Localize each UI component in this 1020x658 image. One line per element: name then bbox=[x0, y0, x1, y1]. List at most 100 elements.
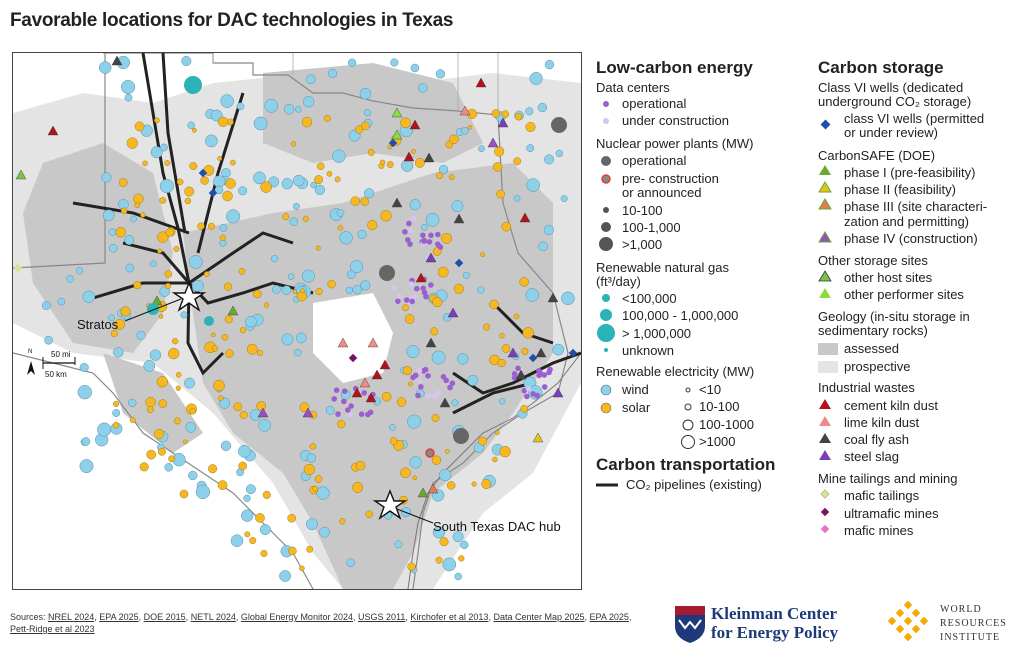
mafic-tail-swatch bbox=[820, 489, 830, 499]
cs3-swatch bbox=[818, 198, 832, 210]
wind-site bbox=[188, 470, 198, 481]
data-center bbox=[421, 238, 427, 244]
source-link[interactable]: Kirchofer et al 2013 bbox=[410, 612, 489, 622]
wind-site bbox=[295, 332, 307, 344]
wind-site bbox=[363, 109, 372, 117]
wind-site bbox=[301, 269, 315, 283]
wind-site bbox=[339, 231, 353, 245]
rng-c-swatch bbox=[597, 324, 615, 342]
flyash-swatch bbox=[819, 433, 831, 443]
source-link[interactable]: NETL 2024 bbox=[190, 612, 236, 622]
source-link[interactable]: EPA 2025 bbox=[99, 612, 139, 622]
solar-site bbox=[175, 371, 182, 378]
wind-site bbox=[555, 149, 564, 158]
wind-site bbox=[306, 453, 317, 463]
solar-site bbox=[253, 289, 262, 299]
source-link[interactable]: Data Center Map 2025 bbox=[493, 612, 585, 622]
solar-site bbox=[212, 345, 219, 352]
solar-site bbox=[467, 125, 473, 130]
solar-site bbox=[441, 232, 452, 244]
source-link[interactable]: Global Energy Monitor 2024 bbox=[240, 612, 353, 622]
wind-site bbox=[181, 55, 192, 67]
wind-site bbox=[431, 350, 446, 365]
wind-site bbox=[526, 144, 535, 153]
solar-site bbox=[189, 162, 198, 170]
legend-mine3: mafic mines bbox=[844, 523, 914, 538]
nuclear-plant bbox=[453, 428, 469, 444]
source-link[interactable]: EPA 2025 bbox=[589, 612, 629, 622]
solar-site bbox=[314, 175, 323, 185]
source-link[interactable]: DOE 2015 bbox=[143, 612, 186, 622]
data-center bbox=[416, 378, 423, 384]
solar-site bbox=[112, 400, 119, 407]
wind-site bbox=[543, 224, 554, 236]
wind-site bbox=[97, 422, 112, 437]
map-marker-triangle bbox=[391, 129, 403, 140]
wind-site bbox=[314, 184, 326, 196]
solar-site bbox=[157, 231, 169, 243]
os1-swatch bbox=[818, 270, 832, 282]
map-marker-triangle bbox=[423, 152, 435, 163]
legend-dc-operational: operational bbox=[622, 96, 687, 111]
wind-site bbox=[394, 540, 403, 549]
wind-site bbox=[159, 179, 174, 194]
solar-site bbox=[432, 297, 443, 308]
legend-re-s3: 100-1000 bbox=[699, 417, 754, 432]
solar-site bbox=[140, 212, 146, 218]
data-center bbox=[435, 390, 441, 396]
solar-site bbox=[303, 463, 315, 476]
wind-site bbox=[113, 347, 124, 358]
solar-site bbox=[164, 270, 173, 278]
data-center bbox=[530, 391, 536, 397]
wind-site bbox=[498, 398, 506, 405]
re-s2-swatch bbox=[684, 403, 692, 411]
solar-site bbox=[411, 148, 416, 154]
source-link[interactable]: NREL 2024 bbox=[48, 612, 95, 622]
wind-site bbox=[41, 301, 51, 310]
lime-swatch bbox=[819, 416, 831, 426]
legend-re-wind: wind bbox=[622, 382, 649, 397]
map-marker-diamond bbox=[388, 138, 398, 148]
source-link[interactable]: USGS 2011 bbox=[358, 612, 406, 622]
legend-symbols-1 bbox=[596, 101, 695, 487]
scale-mi: 50 mi bbox=[51, 350, 71, 359]
rng-medium bbox=[204, 316, 214, 326]
wind-site bbox=[409, 199, 421, 211]
map-marker-triangle bbox=[371, 369, 383, 380]
legend-geo-assessed: assessed bbox=[844, 341, 899, 356]
data-center bbox=[408, 281, 415, 287]
co2-pipeline bbox=[161, 53, 187, 234]
wind-site bbox=[205, 134, 218, 148]
data-center bbox=[333, 387, 340, 394]
wind-site bbox=[438, 164, 449, 175]
solar-site bbox=[360, 197, 369, 206]
wind-site bbox=[295, 106, 302, 113]
wind-site bbox=[187, 121, 195, 130]
solar-site bbox=[439, 537, 449, 547]
solar-site bbox=[360, 121, 370, 131]
map-marker-triangle bbox=[415, 272, 427, 283]
solar-site bbox=[146, 406, 154, 413]
wind-site bbox=[525, 288, 540, 302]
solar-site bbox=[327, 280, 336, 289]
solar-site bbox=[404, 314, 415, 324]
wind-site bbox=[345, 286, 353, 295]
wind-swatch bbox=[600, 384, 612, 396]
co2-pipeline bbox=[122, 241, 191, 284]
solar-site bbox=[355, 460, 366, 471]
wind-site bbox=[432, 526, 446, 539]
solar-site bbox=[453, 283, 464, 294]
legend-storage-title: Carbon storage bbox=[818, 58, 944, 77]
solar-site bbox=[501, 110, 509, 118]
label-stratos: Stratos bbox=[77, 317, 119, 332]
map-marker-triangle bbox=[302, 407, 314, 418]
source-link[interactable]: Pett-Ridge et al 2023 bbox=[10, 624, 95, 634]
legend-os2: other performer sites bbox=[844, 287, 964, 302]
wind-site bbox=[188, 255, 203, 269]
solar-site bbox=[514, 112, 523, 121]
north-label: N bbox=[28, 349, 33, 355]
wind-site bbox=[164, 463, 173, 472]
legend-mine1: mafic tailings bbox=[844, 488, 920, 503]
solar-site bbox=[396, 397, 407, 407]
solar-site bbox=[249, 537, 257, 545]
